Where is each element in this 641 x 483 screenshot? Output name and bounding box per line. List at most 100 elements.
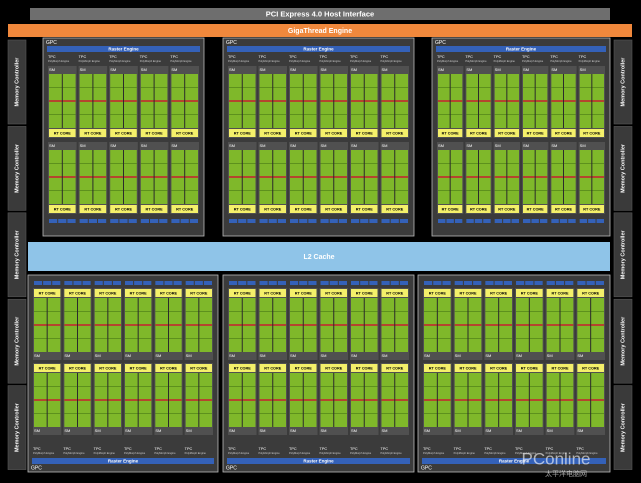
- sm-label: SM: [495, 67, 501, 72]
- tpc-label: TPC: [124, 447, 132, 451]
- rt-core-label: RT CORE: [555, 207, 573, 211]
- tpc-label: TPC: [437, 55, 445, 59]
- l1-strip: [438, 219, 446, 223]
- rt-core-label: RT CORE: [356, 131, 374, 135]
- rt-core: [259, 289, 286, 297]
- sm-label: SM: [516, 353, 522, 358]
- gigathread-label: GigaThread Engine: [288, 28, 352, 35]
- sm-label: SM: [382, 428, 388, 433]
- polymorph-label: PolyMorph Engine: [423, 451, 445, 455]
- l1-strip: [185, 281, 194, 285]
- l1-strip: [180, 219, 189, 223]
- sm-label: SM: [321, 143, 327, 148]
- l1-strip: [390, 219, 399, 223]
- rt-core-label: RT CORE: [555, 131, 573, 135]
- polymorph-label: PolyMorph Engine: [228, 59, 250, 63]
- tpc-label: TPC: [228, 55, 236, 59]
- memory-controller: [613, 126, 633, 211]
- rt-core-label: RT CORE: [234, 291, 252, 295]
- l1-strip: [64, 281, 73, 285]
- polymorph-label: PolyMorph Engine: [48, 59, 70, 63]
- pcie-bar: [30, 8, 610, 20]
- tpc-label: TPC: [154, 447, 162, 451]
- rt-core: [125, 364, 152, 372]
- l1-strip: [555, 281, 565, 285]
- rt-core-label: RT CORE: [264, 366, 282, 370]
- sm-label: SM: [141, 143, 147, 148]
- tpc-label: TPC: [550, 55, 558, 59]
- rt-core: [438, 205, 463, 213]
- sm-label: SM: [438, 143, 444, 148]
- rt-core-label: RT CORE: [325, 131, 343, 135]
- rt-core: [351, 364, 378, 372]
- sm-label: SM: [455, 353, 461, 358]
- rt-core: [155, 289, 182, 297]
- l1-strip: [128, 219, 137, 223]
- polymorph-label: PolyMorph Engine: [454, 451, 476, 455]
- l1-strip: [67, 219, 76, 223]
- rt-core: [546, 364, 574, 372]
- l1-strip: [320, 281, 329, 285]
- rt-core: [516, 289, 543, 297]
- raster-engine-label: Raster Engine: [108, 458, 139, 463]
- rt-core: [546, 289, 574, 297]
- memory-controller: [613, 385, 633, 470]
- rt-core-label: RT CORE: [115, 207, 133, 211]
- polymorph-label: PolyMorph Engine: [79, 59, 101, 63]
- rt-core-label: RT CORE: [190, 366, 208, 370]
- l1-strip: [238, 219, 247, 223]
- sm-label: SM: [516, 428, 522, 433]
- l1-strip: [577, 281, 586, 285]
- rt-core-label: RT CORE: [442, 131, 460, 135]
- rt-core: [171, 205, 198, 213]
- l1-strip: [433, 281, 442, 285]
- l1-strip: [290, 219, 299, 223]
- tpc-label: TPC: [465, 55, 473, 59]
- sm-label: SM: [580, 67, 586, 72]
- rt-core: [320, 129, 347, 137]
- rt-core-label: RT CORE: [356, 366, 374, 370]
- sm-label: SM: [110, 143, 116, 148]
- l1-strip: [308, 281, 317, 285]
- tpc-label: TPC: [522, 55, 530, 59]
- l1-strip: [369, 281, 378, 285]
- rt-core-label: RT CORE: [582, 291, 600, 295]
- tpc-label: TPC: [94, 447, 102, 451]
- l1-strip: [308, 219, 317, 223]
- rt-core-label: RT CORE: [295, 366, 313, 370]
- l1-strip: [473, 281, 482, 285]
- polymorph-label: PolyMorph Engine: [124, 451, 146, 455]
- rt-core: [259, 129, 286, 137]
- l1-strip: [277, 281, 286, 285]
- l1-strip: [338, 281, 347, 285]
- l1-strip: [494, 219, 503, 223]
- l1-strip: [277, 219, 286, 223]
- watermark: PConline: [522, 449, 591, 468]
- pcie-label: PCI Express 4.0 Host Interface: [266, 9, 374, 18]
- rt-core: [229, 205, 256, 213]
- l1-strip: [525, 281, 534, 285]
- rt-core: [454, 364, 482, 372]
- l1-strip: [203, 281, 212, 285]
- l1-strip: [134, 281, 143, 285]
- rt-core-label: RT CORE: [130, 291, 148, 295]
- rt-core: [551, 205, 576, 213]
- sm-label: SM: [351, 428, 357, 433]
- sm-label: SM: [485, 353, 491, 358]
- l1-strip: [103, 281, 112, 285]
- memory-controller-label: Memory Controller: [14, 402, 20, 452]
- sm-label: SM: [80, 67, 86, 72]
- rt-core: [579, 129, 604, 137]
- l1-strip: [568, 219, 576, 223]
- sm-label: SM: [523, 143, 529, 148]
- sm-label: SM: [290, 353, 296, 358]
- tpc-label: TPC: [109, 55, 117, 59]
- rt-core: [424, 364, 451, 372]
- l1-strip: [595, 281, 604, 285]
- rt-core-label: RT CORE: [386, 131, 404, 135]
- rt-core-label: RT CORE: [521, 366, 539, 370]
- rt-core: [320, 289, 347, 297]
- rt-core-label: RT CORE: [583, 131, 601, 135]
- tpc-label: TPC: [228, 447, 236, 451]
- l1-strip: [596, 219, 604, 223]
